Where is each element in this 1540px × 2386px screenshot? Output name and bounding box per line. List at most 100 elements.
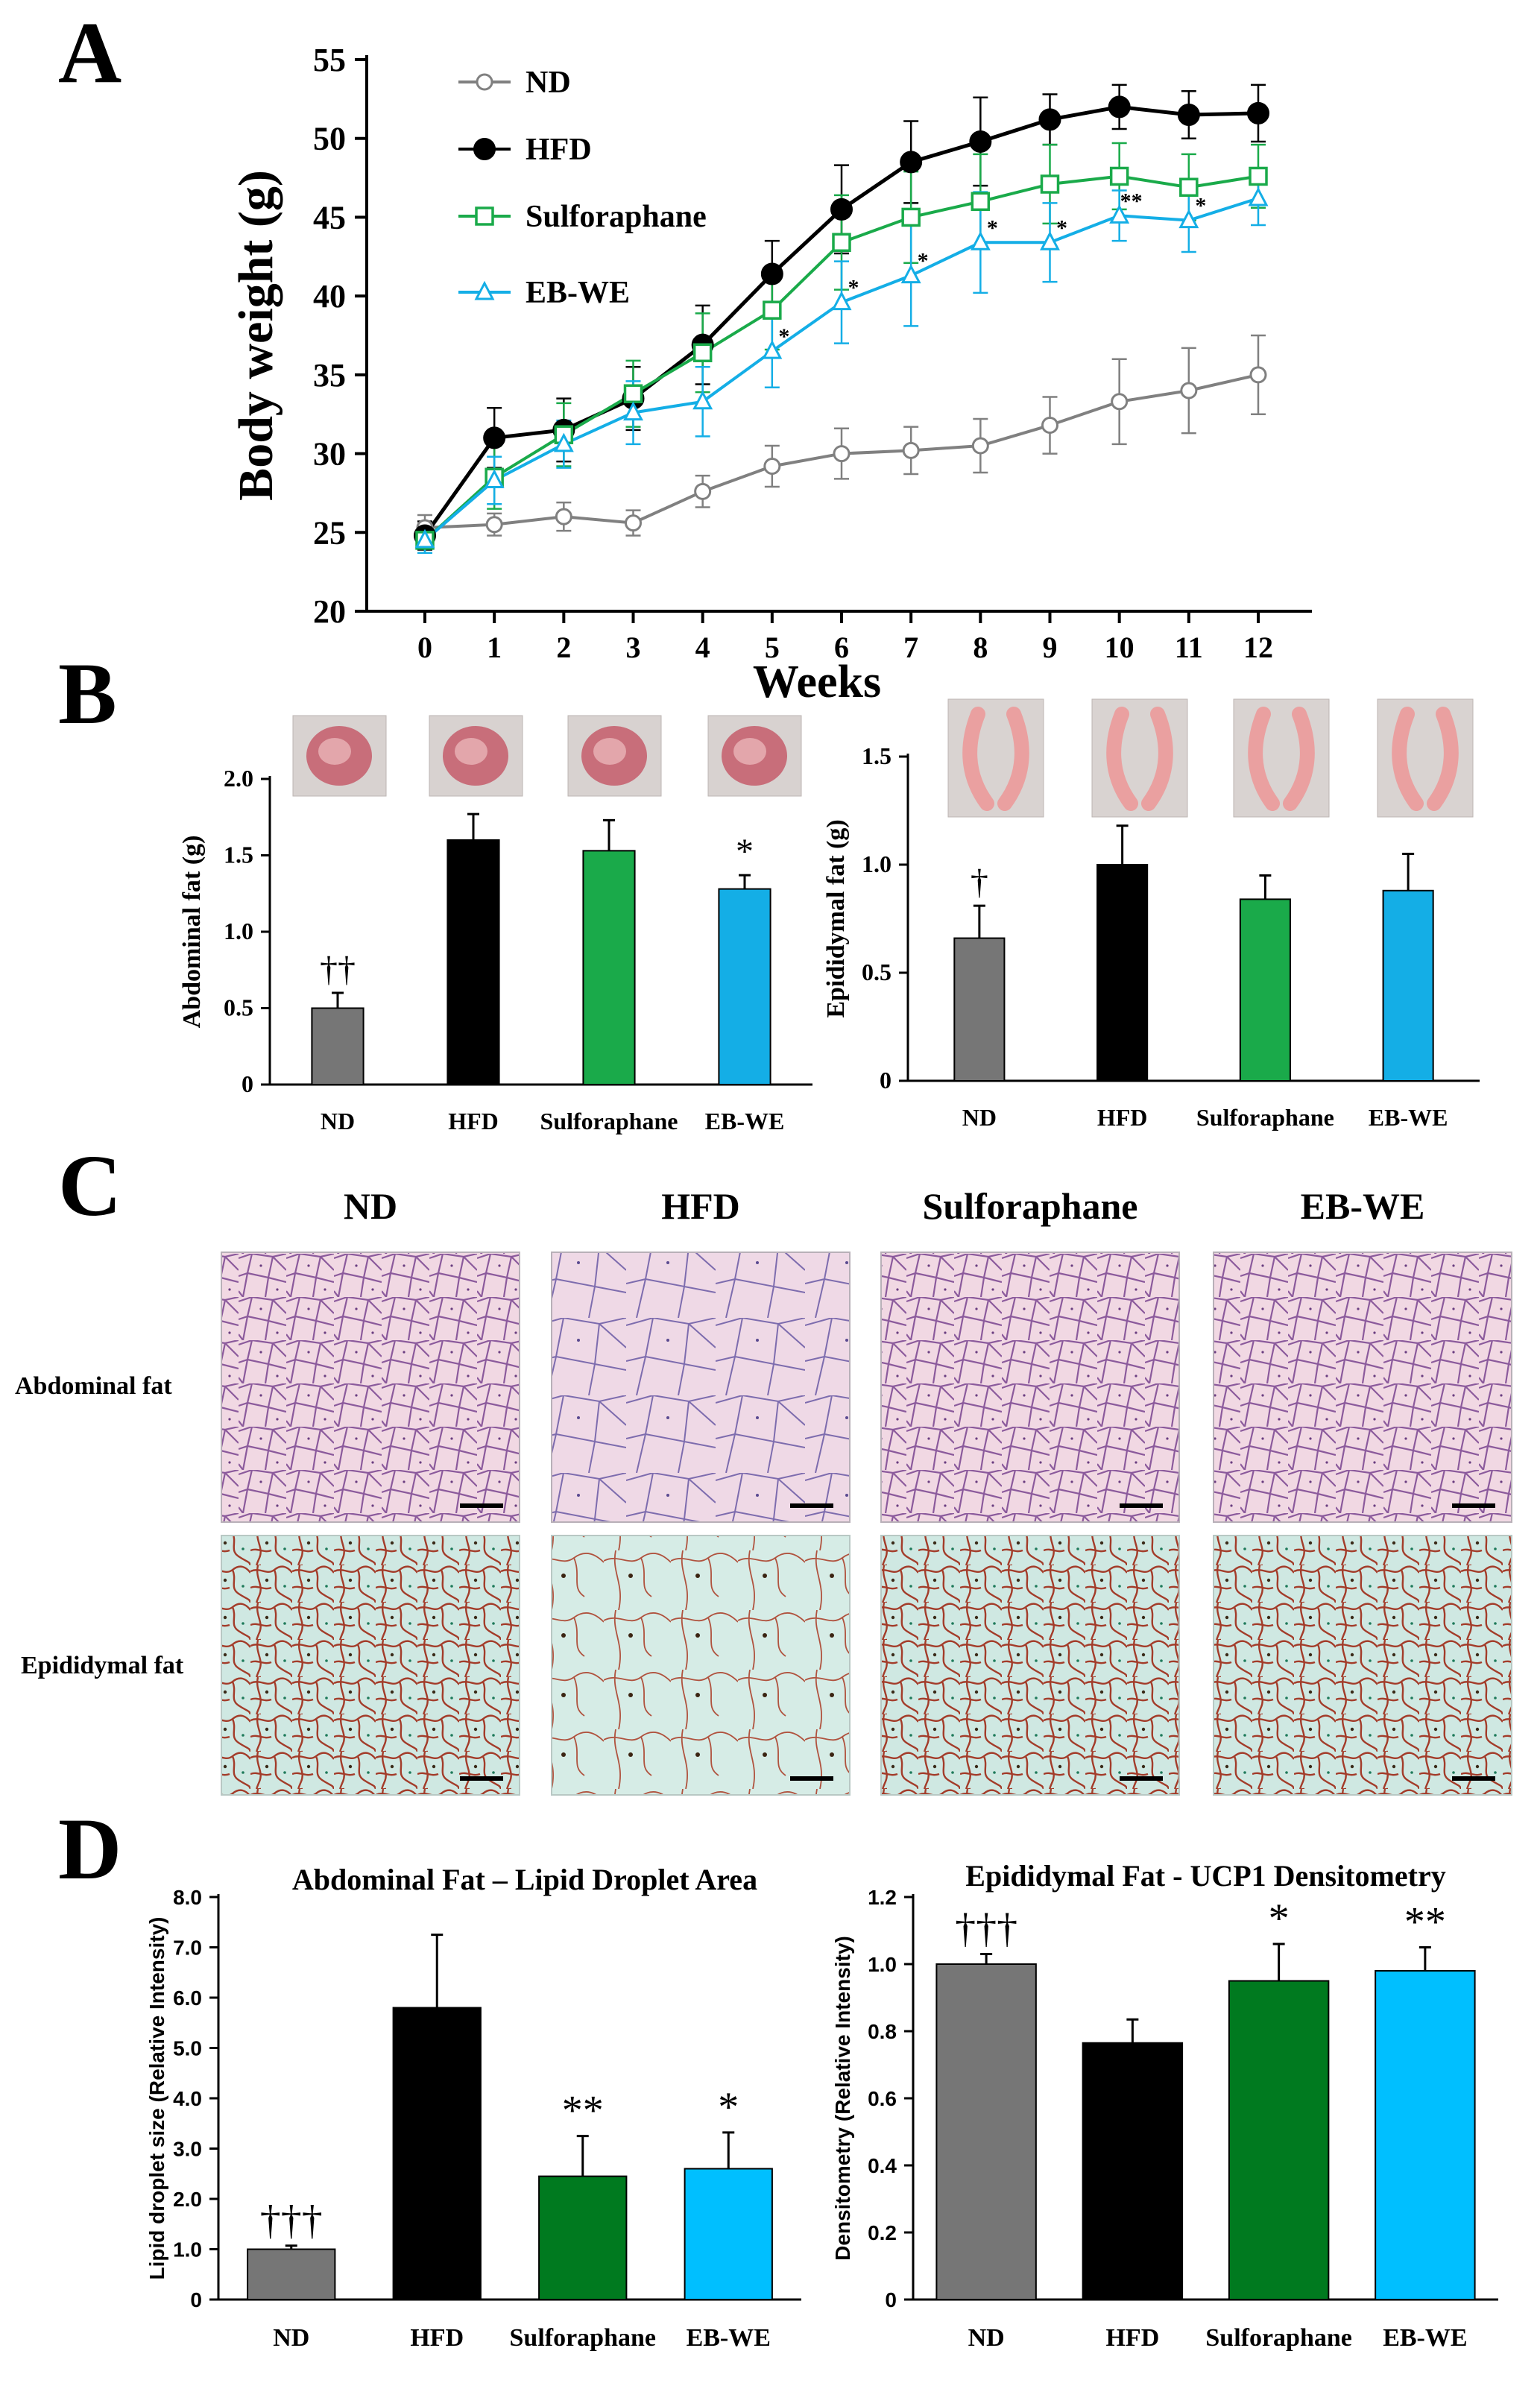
data-point-sulforaphane [763,300,782,320]
chart-d-ucp1: 0 0.2 0.4 0.6 0.8 1.0 1.2 ND ††† HFD Sulforaphane *… [831,1859,1498,2352]
bar-eb-we [1375,1970,1476,2300]
data-point-eb-we [553,432,574,452]
data-point-nd [1041,417,1058,435]
y-tick-label: 2.0 [224,765,253,792]
y-tick-label: 3.0 [173,2138,202,2161]
chart-b-epididymal-fat: 0 0.5 1.0 1.5 ND † HFD Sulforaphane EB-WE Epididy… [822,742,1480,1131]
y-tick-label: 1.2 [868,1886,897,1909]
data-point-hfd [1177,104,1200,126]
y-tick-label: 0.2 [868,2221,897,2244]
epididymal-fat-micrograph [551,1535,851,1796]
data-point-eb-we [762,339,783,359]
data-point-eb-we [1109,204,1130,224]
significance-mark: * [918,249,929,274]
bar-hfd [446,839,500,1085]
legend-label: Sulforaphane [526,200,707,234]
y-tick-label: 45 [313,199,346,236]
legend-label: ND [526,66,571,100]
epididymal-fat-micrograph [1213,1535,1512,1796]
data-point-eb-we [1178,209,1199,229]
data-point-eb-we [414,528,435,549]
y-tick-label: 0 [242,1070,253,1097]
bar-sulforaphane [538,2175,628,2300]
data-point-eb-we [831,291,852,311]
data-point-eb-we [484,469,505,489]
x-tick-label: 12 [1243,631,1273,664]
x-tick-label: 6 [834,631,849,664]
significance-mark: ** [1404,1899,1446,1945]
x-tick-label: 9 [1043,631,1058,664]
bar-eb-we [684,2168,773,2300]
y-tick-label: 40 [313,278,346,315]
epididymal-fat-photo [1141,707,1173,811]
epididymal-fat-micrograph [221,1535,520,1796]
y-tick-label: 1.0 [224,918,253,944]
abdominal-fat-micrograph [880,1252,1180,1523]
data-point-eb-we [692,390,713,410]
y-tick-label: 55 [313,42,346,78]
bar-eb-we [1382,889,1434,1082]
data-point-sulforaphane [692,343,713,363]
abdominal-fat-micrograph [551,1252,851,1523]
y-tick-label: 5.0 [173,2037,202,2060]
data-point-hfd [900,151,923,174]
data-point-hfd [969,130,992,153]
data-point-sulforaphane [1040,174,1060,194]
significance-mark: * [1269,1896,1290,1942]
data-point-hfd [1038,108,1061,131]
epididymal-fat-photo [1392,707,1424,811]
chart-b-abdominal-fat: 0 0.5 1.0 1.5 2.0 ND †† HFD Sulforaphane EB-WE * Ab… [178,765,812,1134]
x-tick-label: 0 [417,631,432,664]
data-point-nd [485,516,503,534]
data-point-nd [1180,382,1198,400]
data-point-hfd [760,262,783,285]
significance-mark: †† [320,950,356,989]
bar-eb-we [718,888,771,1085]
data-point-eb-we [900,264,921,284]
epididymal-fat-photo [1283,707,1315,811]
column-header: EB-WE [1301,1185,1425,1227]
y-axis-label: Body weight (g) [229,170,283,501]
x-tick-label: 4 [695,631,710,664]
photo-highlight [733,738,766,765]
category-label: Sulforaphane [540,1108,678,1134]
bar-nd [247,2248,336,2300]
photo-highlight [593,738,626,765]
y-tick-label: 8.0 [173,1886,202,1909]
legend-marker [476,73,493,91]
y-tick-label: 50 [313,121,346,157]
data-point-eb-we [1040,231,1060,250]
panel-label-b: B [58,645,117,742]
x-tick-label: 3 [626,631,641,664]
data-point-sulforaphane [1249,166,1268,186]
chart-d-lipid-droplet: 0 1.0 2.0 3.0 4.0 5.0 6.0 7.0 8.0 ND ††† HFD Sulfora… [145,1863,801,2352]
significance-mark: ††† [955,1906,1017,1952]
y-tick-label: 7.0 [173,1937,202,1960]
bar-hfd [1082,2042,1184,2300]
data-point-hfd [483,426,506,449]
data-point-eb-we [970,231,991,250]
y-tick-label: 0.5 [862,959,892,985]
data-point-nd [1249,366,1267,384]
epididymal-fat-micrograph [880,1535,1180,1796]
legend-marker [475,206,494,226]
legend-marker [474,280,495,300]
category-label: HFD [448,1108,499,1134]
significance-mark: † [971,862,988,902]
data-point-nd [971,437,989,455]
tissue-photos [292,698,1474,818]
chart-title: Epididymal Fat - UCP1 Densitometry [965,1859,1445,1893]
category-label: EB-WE [687,2324,771,2352]
y-tick-label: 0.5 [224,994,253,1021]
legend-marker [473,138,496,160]
y-tick-label: 20 [313,593,346,630]
data-point-sulforaphane [832,233,851,253]
y-tick-label: 0 [880,1067,892,1093]
significance-mark: * [778,324,789,349]
data-point-eb-we [1248,186,1269,206]
epididymal-fat-photo [997,707,1029,811]
category-label: EB-WE [1369,1104,1448,1131]
photo-frame [1233,698,1330,818]
